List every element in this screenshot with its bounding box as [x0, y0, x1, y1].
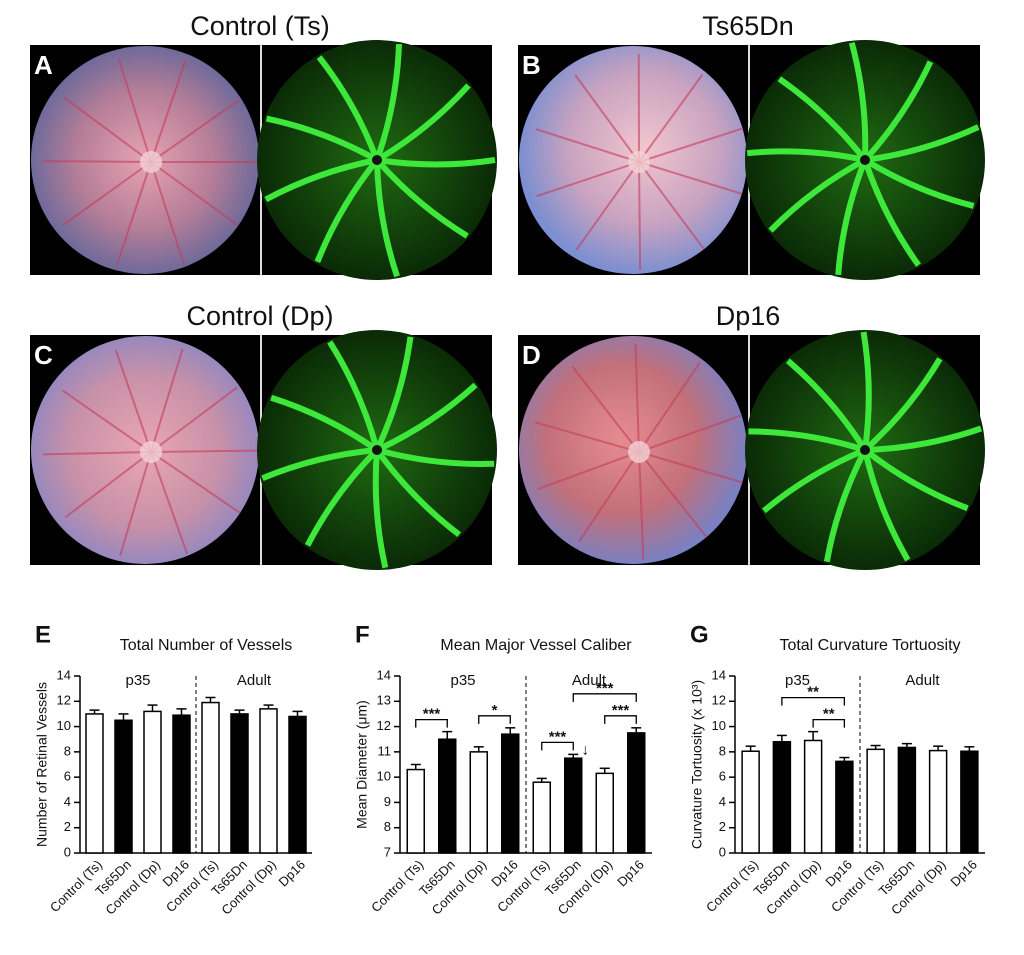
group-label: p35: [125, 672, 150, 689]
y-tick-label: 8: [719, 743, 726, 758]
y-tick-label: 8: [384, 819, 391, 834]
y-axis-label: Mean Diameter (μm): [354, 700, 370, 829]
y-tick-label: 0: [719, 844, 726, 859]
significance-label: ***: [549, 728, 567, 745]
bar: [289, 716, 306, 853]
panel-letter: A: [34, 50, 53, 80]
y-tick-label: 2: [64, 819, 71, 834]
panel-title: Control (Dp): [186, 301, 333, 331]
y-axis-label: Number of Retinal Vessels: [34, 682, 50, 847]
bar: [144, 711, 161, 853]
y-tick-label: 12: [377, 718, 391, 733]
x-tick-label: Dp16: [275, 857, 308, 890]
angiogram-disc: [860, 445, 870, 455]
fundus-vessel: [151, 451, 259, 452]
y-tick-label: 14: [57, 667, 71, 682]
bar: [115, 720, 132, 853]
panel-title: Dp16: [716, 301, 781, 331]
bar: [173, 715, 190, 853]
bar: [867, 749, 884, 853]
chart-letter: E: [35, 621, 51, 648]
angiogram-disc: [372, 445, 382, 455]
y-tick-label: 12: [712, 693, 726, 708]
significance-label: **: [807, 684, 819, 701]
panel-letter: C: [34, 340, 53, 370]
angiogram-disc: [860, 155, 870, 165]
bar: [961, 751, 978, 853]
y-tick-label: 14: [377, 667, 391, 682]
bar: [260, 709, 277, 853]
group-label: Adult: [905, 672, 940, 689]
bar: [742, 751, 759, 853]
bar: [930, 751, 947, 853]
significance-label: *: [492, 702, 498, 719]
bar: [836, 761, 853, 853]
y-tick-label: 4: [64, 794, 71, 809]
y-tick-label: 8: [64, 743, 71, 758]
x-tick-label: Dp16: [614, 857, 647, 890]
group-label: p35: [785, 672, 810, 689]
y-tick-label: 10: [57, 718, 71, 733]
bar: [533, 782, 550, 853]
bar: [565, 758, 582, 853]
bar: [628, 733, 645, 853]
bar: [202, 703, 219, 853]
panel-letter: B: [522, 50, 541, 80]
bar: [596, 773, 613, 853]
bar: [470, 752, 487, 853]
significance-label: ***: [423, 706, 441, 723]
fundus-vessel: [43, 161, 151, 162]
y-tick-label: 12: [57, 693, 71, 708]
y-tick-label: 6: [64, 769, 71, 784]
bar: [773, 742, 790, 853]
panel-title: Control (Ts): [190, 11, 330, 41]
bar: [502, 734, 519, 853]
optic-disc: [628, 441, 650, 463]
y-axis-label: Curvature Tortuosity (x 10³): [689, 680, 705, 849]
y-tick-label: 10: [712, 718, 726, 733]
y-tick-label: 9: [384, 794, 391, 809]
bar: [805, 740, 822, 853]
bar: [898, 747, 915, 853]
y-tick-label: 6: [719, 769, 726, 784]
y-tick-label: 11: [378, 743, 392, 758]
panel-title: Ts65Dn: [702, 11, 794, 41]
bar: [407, 770, 424, 853]
significance-label: ***: [612, 702, 630, 719]
marker-label: ↓: [582, 741, 590, 758]
y-tick-label: 13: [377, 693, 391, 708]
y-tick-label: 10: [377, 769, 391, 784]
y-tick-label: 4: [719, 794, 726, 809]
group-label: Adult: [237, 672, 272, 689]
x-tick-label: Dp16: [947, 857, 980, 890]
bar: [439, 739, 456, 853]
optic-disc: [140, 441, 162, 463]
panel-letter: D: [522, 340, 541, 370]
bar: [231, 714, 248, 853]
y-tick-label: 14: [712, 667, 726, 682]
optic-disc: [140, 151, 162, 173]
chart-letter: F: [355, 621, 370, 648]
fundus-vessel: [639, 162, 640, 270]
chart-title: Total Curvature Tortuosity: [779, 637, 960, 654]
chart-letter: G: [690, 621, 709, 648]
significance-label: ***: [596, 680, 614, 697]
chart-title: Mean Major Vessel Caliber: [440, 637, 632, 654]
y-tick-label: 7: [384, 844, 391, 859]
chart-title: Total Number of Vessels: [120, 637, 293, 654]
angiogram-disc: [372, 155, 382, 165]
optic-disc: [628, 151, 650, 173]
y-tick-label: 2: [719, 819, 726, 834]
group-label: p35: [450, 672, 475, 689]
bar: [86, 714, 103, 853]
significance-label: **: [823, 706, 835, 723]
y-tick-label: 0: [64, 844, 71, 859]
